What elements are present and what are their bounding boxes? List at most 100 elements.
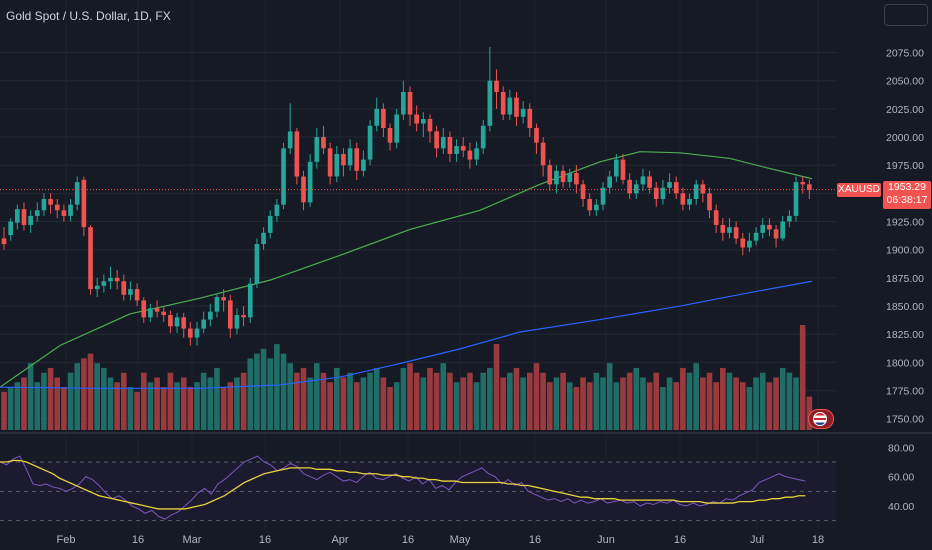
volume-bar: [733, 377, 739, 430]
volume-bar: [580, 377, 586, 430]
volume-bar: [520, 377, 526, 430]
volume-bar: [320, 372, 327, 430]
candle-body: [88, 227, 93, 290]
candle-body: [787, 215, 792, 222]
volume-bar: [786, 372, 793, 430]
candle-body: [767, 224, 772, 230]
volume-bar: [720, 367, 726, 430]
volume-bar: [606, 363, 613, 430]
candle-body: [394, 114, 400, 143]
candle-body: [494, 80, 499, 92]
candle-body: [207, 311, 213, 320]
volume-bar: [47, 367, 54, 430]
volume-bar: [300, 367, 307, 430]
volume-bar: [373, 367, 380, 430]
volume-bar: [759, 372, 766, 430]
y-tick-label: 2075.00: [886, 48, 924, 60]
candle-body: [713, 210, 719, 225]
y-tick-label: 1825.00: [886, 329, 924, 341]
volume-bar: [706, 372, 713, 430]
candle-body: [414, 114, 419, 124]
volume-bar: [546, 382, 553, 430]
toolbar-button[interactable]: [884, 4, 928, 26]
volume-bar: [407, 363, 413, 430]
candle-body: [381, 108, 386, 129]
volume-bar: [713, 382, 719, 430]
volume-bar: [154, 377, 160, 430]
candle-body: [114, 277, 120, 282]
volume-bar: [693, 363, 699, 430]
candle-body: [673, 182, 679, 194]
candle-body: [321, 137, 326, 149]
volume-bar: [327, 382, 333, 430]
volume-bar: [200, 372, 207, 430]
volume-bar: [493, 344, 500, 430]
price-value-box: 1953.29 06:38:17: [883, 181, 931, 209]
candle-body: [81, 179, 87, 228]
candle-body: [600, 187, 606, 205]
volume-bar: [340, 377, 347, 430]
volume-bar: [167, 372, 174, 430]
flag-icon: [813, 412, 827, 426]
volume-bar: [433, 372, 440, 430]
candle-body: [168, 315, 173, 327]
moving-average-green: [0, 151, 813, 388]
candle-body: [294, 131, 300, 177]
volume-bar: [114, 382, 120, 430]
y-tick-label: 1925.00: [886, 217, 924, 229]
volume-bar: [134, 391, 140, 430]
candle-body: [667, 182, 672, 188]
volume-bar: [427, 367, 433, 430]
rsi-tick-label: 40.00: [888, 501, 914, 513]
volume-bar: [267, 358, 274, 430]
candle-body: [281, 148, 286, 205]
x-tick-label: Feb: [57, 534, 76, 546]
candle-body: [800, 182, 806, 185]
volume-bar: [739, 382, 746, 430]
volume-bar: [380, 377, 387, 430]
volume-bar: [773, 377, 779, 430]
y-tick-label: 1800.00: [886, 357, 924, 369]
us-flag-event-icon[interactable]: [808, 409, 834, 429]
volume-bar: [553, 377, 560, 430]
volume-bar: [140, 372, 147, 430]
candle-body: [620, 159, 626, 180]
candle-body: [627, 179, 632, 194]
volume-bar: [260, 348, 267, 430]
volume-bar: [61, 387, 67, 430]
volume-bar: [41, 372, 47, 430]
volume-bar: [673, 382, 680, 430]
candle-body: [547, 165, 553, 185]
y-tick-label: 1775.00: [886, 386, 924, 398]
symbol-label: XAUUSD: [837, 183, 881, 197]
candle-body: [221, 297, 226, 301]
candle-body: [514, 97, 519, 117]
rsi-ma-line: [0, 459, 806, 510]
candle-body: [161, 311, 167, 316]
volume-bar: [540, 372, 546, 430]
volume-bar: [480, 372, 487, 430]
volume-bar: [227, 382, 234, 430]
candle-body: [640, 176, 646, 185]
volume-bar: [653, 372, 660, 430]
volume-bar: [240, 372, 247, 430]
candle-body: [201, 319, 207, 329]
candle-body: [633, 184, 639, 194]
volume-bar: [600, 377, 606, 430]
candle-body: [434, 131, 439, 149]
candle-body: [367, 125, 373, 160]
y-tick-label: 1850.00: [886, 301, 924, 313]
candle-body: [700, 184, 706, 194]
candle-body: [227, 300, 233, 329]
candle-body: [693, 184, 699, 200]
candle-body: [660, 187, 666, 200]
rsi-line: [0, 455, 806, 520]
volume-bar: [147, 382, 154, 430]
candle-body: [507, 97, 513, 115]
candle-body: [214, 297, 220, 312]
volume-bar: [234, 377, 240, 430]
volume-bar: [593, 372, 600, 430]
candle-body: [580, 184, 586, 200]
